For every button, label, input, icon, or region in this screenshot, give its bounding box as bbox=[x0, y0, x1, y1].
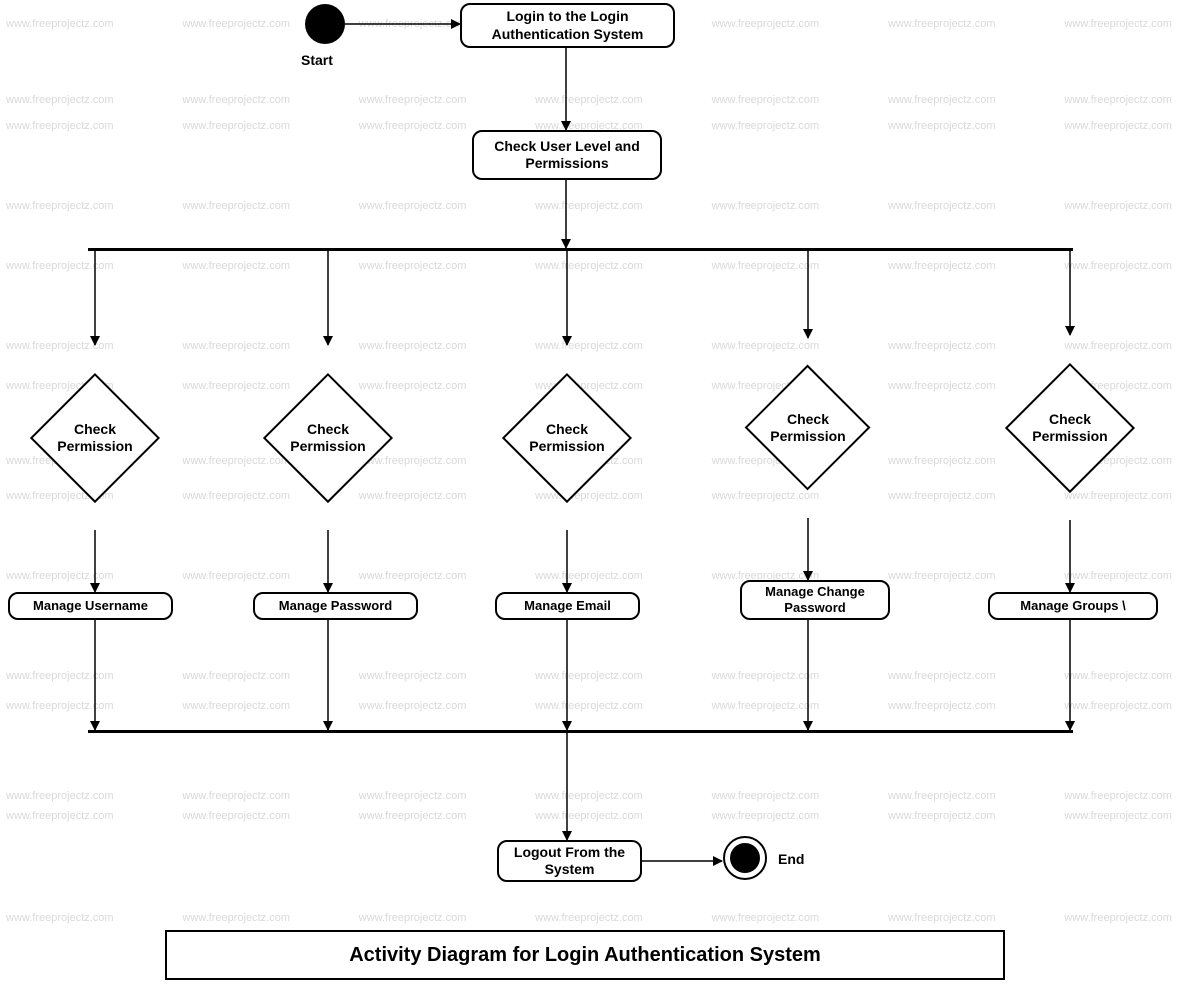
end-node-inner bbox=[730, 843, 760, 873]
node-manage-password: Manage Password bbox=[253, 592, 418, 620]
end-label: End bbox=[778, 851, 804, 867]
decision-5 bbox=[1005, 363, 1135, 493]
node-manage-email: Manage Email bbox=[495, 592, 640, 620]
decision-1 bbox=[30, 373, 160, 503]
decision-3 bbox=[502, 373, 632, 503]
node-manage-username: Manage Username bbox=[8, 592, 173, 620]
node-check-user-level: Check User Level and Permissions bbox=[472, 130, 662, 180]
decision-4 bbox=[745, 365, 871, 491]
node-login: Login to the Login Authentication System bbox=[460, 3, 675, 48]
node-manage-groups: Manage Groups \ bbox=[988, 592, 1158, 620]
start-node bbox=[305, 4, 345, 44]
decision-2 bbox=[263, 373, 393, 503]
node-logout: Logout From the System bbox=[497, 840, 642, 882]
node-manage-change-password: Manage Change Password bbox=[740, 580, 890, 620]
diagram-title: Activity Diagram for Login Authenticatio… bbox=[165, 930, 1005, 980]
start-label: Start bbox=[301, 52, 333, 68]
activity-diagram: www.freeprojectz.comwww.freeprojectz.com… bbox=[0, 0, 1178, 994]
